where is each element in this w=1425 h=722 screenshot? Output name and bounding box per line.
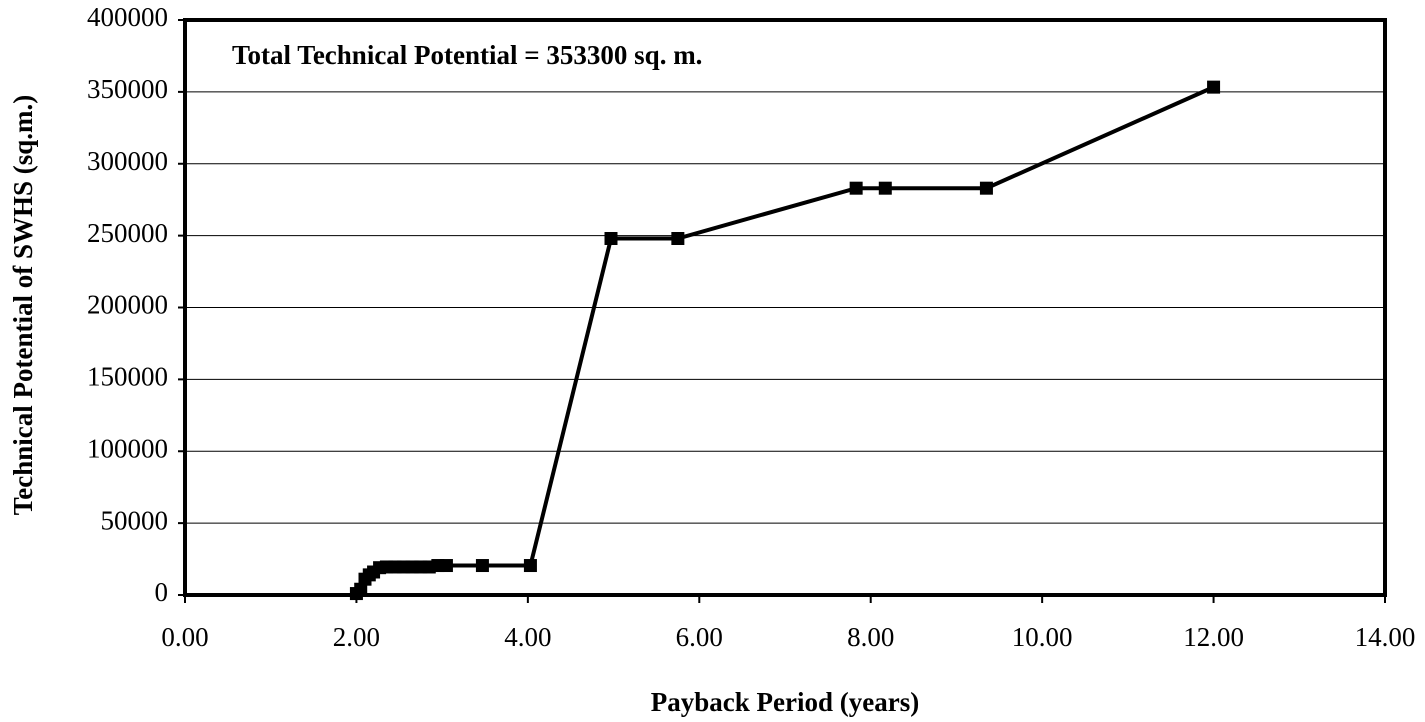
x-tick-label: 0.00: [161, 622, 208, 652]
marker: [475, 559, 489, 573]
marker: [979, 181, 993, 195]
x-tick-label: 12.00: [1183, 622, 1244, 652]
x-tick-label: 8.00: [847, 622, 894, 652]
marker: [1207, 80, 1221, 94]
y-tick-label: 50000: [101, 505, 169, 535]
x-tick-label: 10.00: [1012, 622, 1073, 652]
marker: [849, 181, 863, 195]
marker: [604, 232, 618, 245]
y-tick-label: 100000: [87, 433, 168, 463]
y-tick-label: 150000: [87, 362, 168, 392]
marker: [439, 559, 453, 573]
y-axis-label: Technical Potential of SWHS (sq.m.): [8, 95, 38, 516]
line: [355, 85, 1215, 595]
annotation: Total Technical Potential = 353300 sq. m…: [232, 40, 702, 70]
marker: [523, 559, 537, 573]
x-tick-label: 4.00: [504, 622, 551, 652]
x-tick-label: 14.00: [1355, 622, 1416, 652]
y-tick-label: 200000: [87, 290, 168, 320]
y-tick-label: 250000: [87, 218, 168, 248]
x-axis-label: Payback Period (years): [651, 687, 919, 717]
marker: [878, 181, 892, 195]
x-tick-label: 6.00: [676, 622, 723, 652]
y-tick-label: 0: [155, 577, 169, 607]
marker: [354, 582, 368, 596]
y-tick-label: 300000: [87, 146, 168, 176]
x-tick-label: 2.00: [333, 622, 380, 652]
y-tick-label: 400000: [87, 2, 168, 32]
plot-frame: [183, 18, 1387, 597]
y-tick-label: 350000: [87, 74, 168, 104]
marker: [671, 232, 685, 245]
